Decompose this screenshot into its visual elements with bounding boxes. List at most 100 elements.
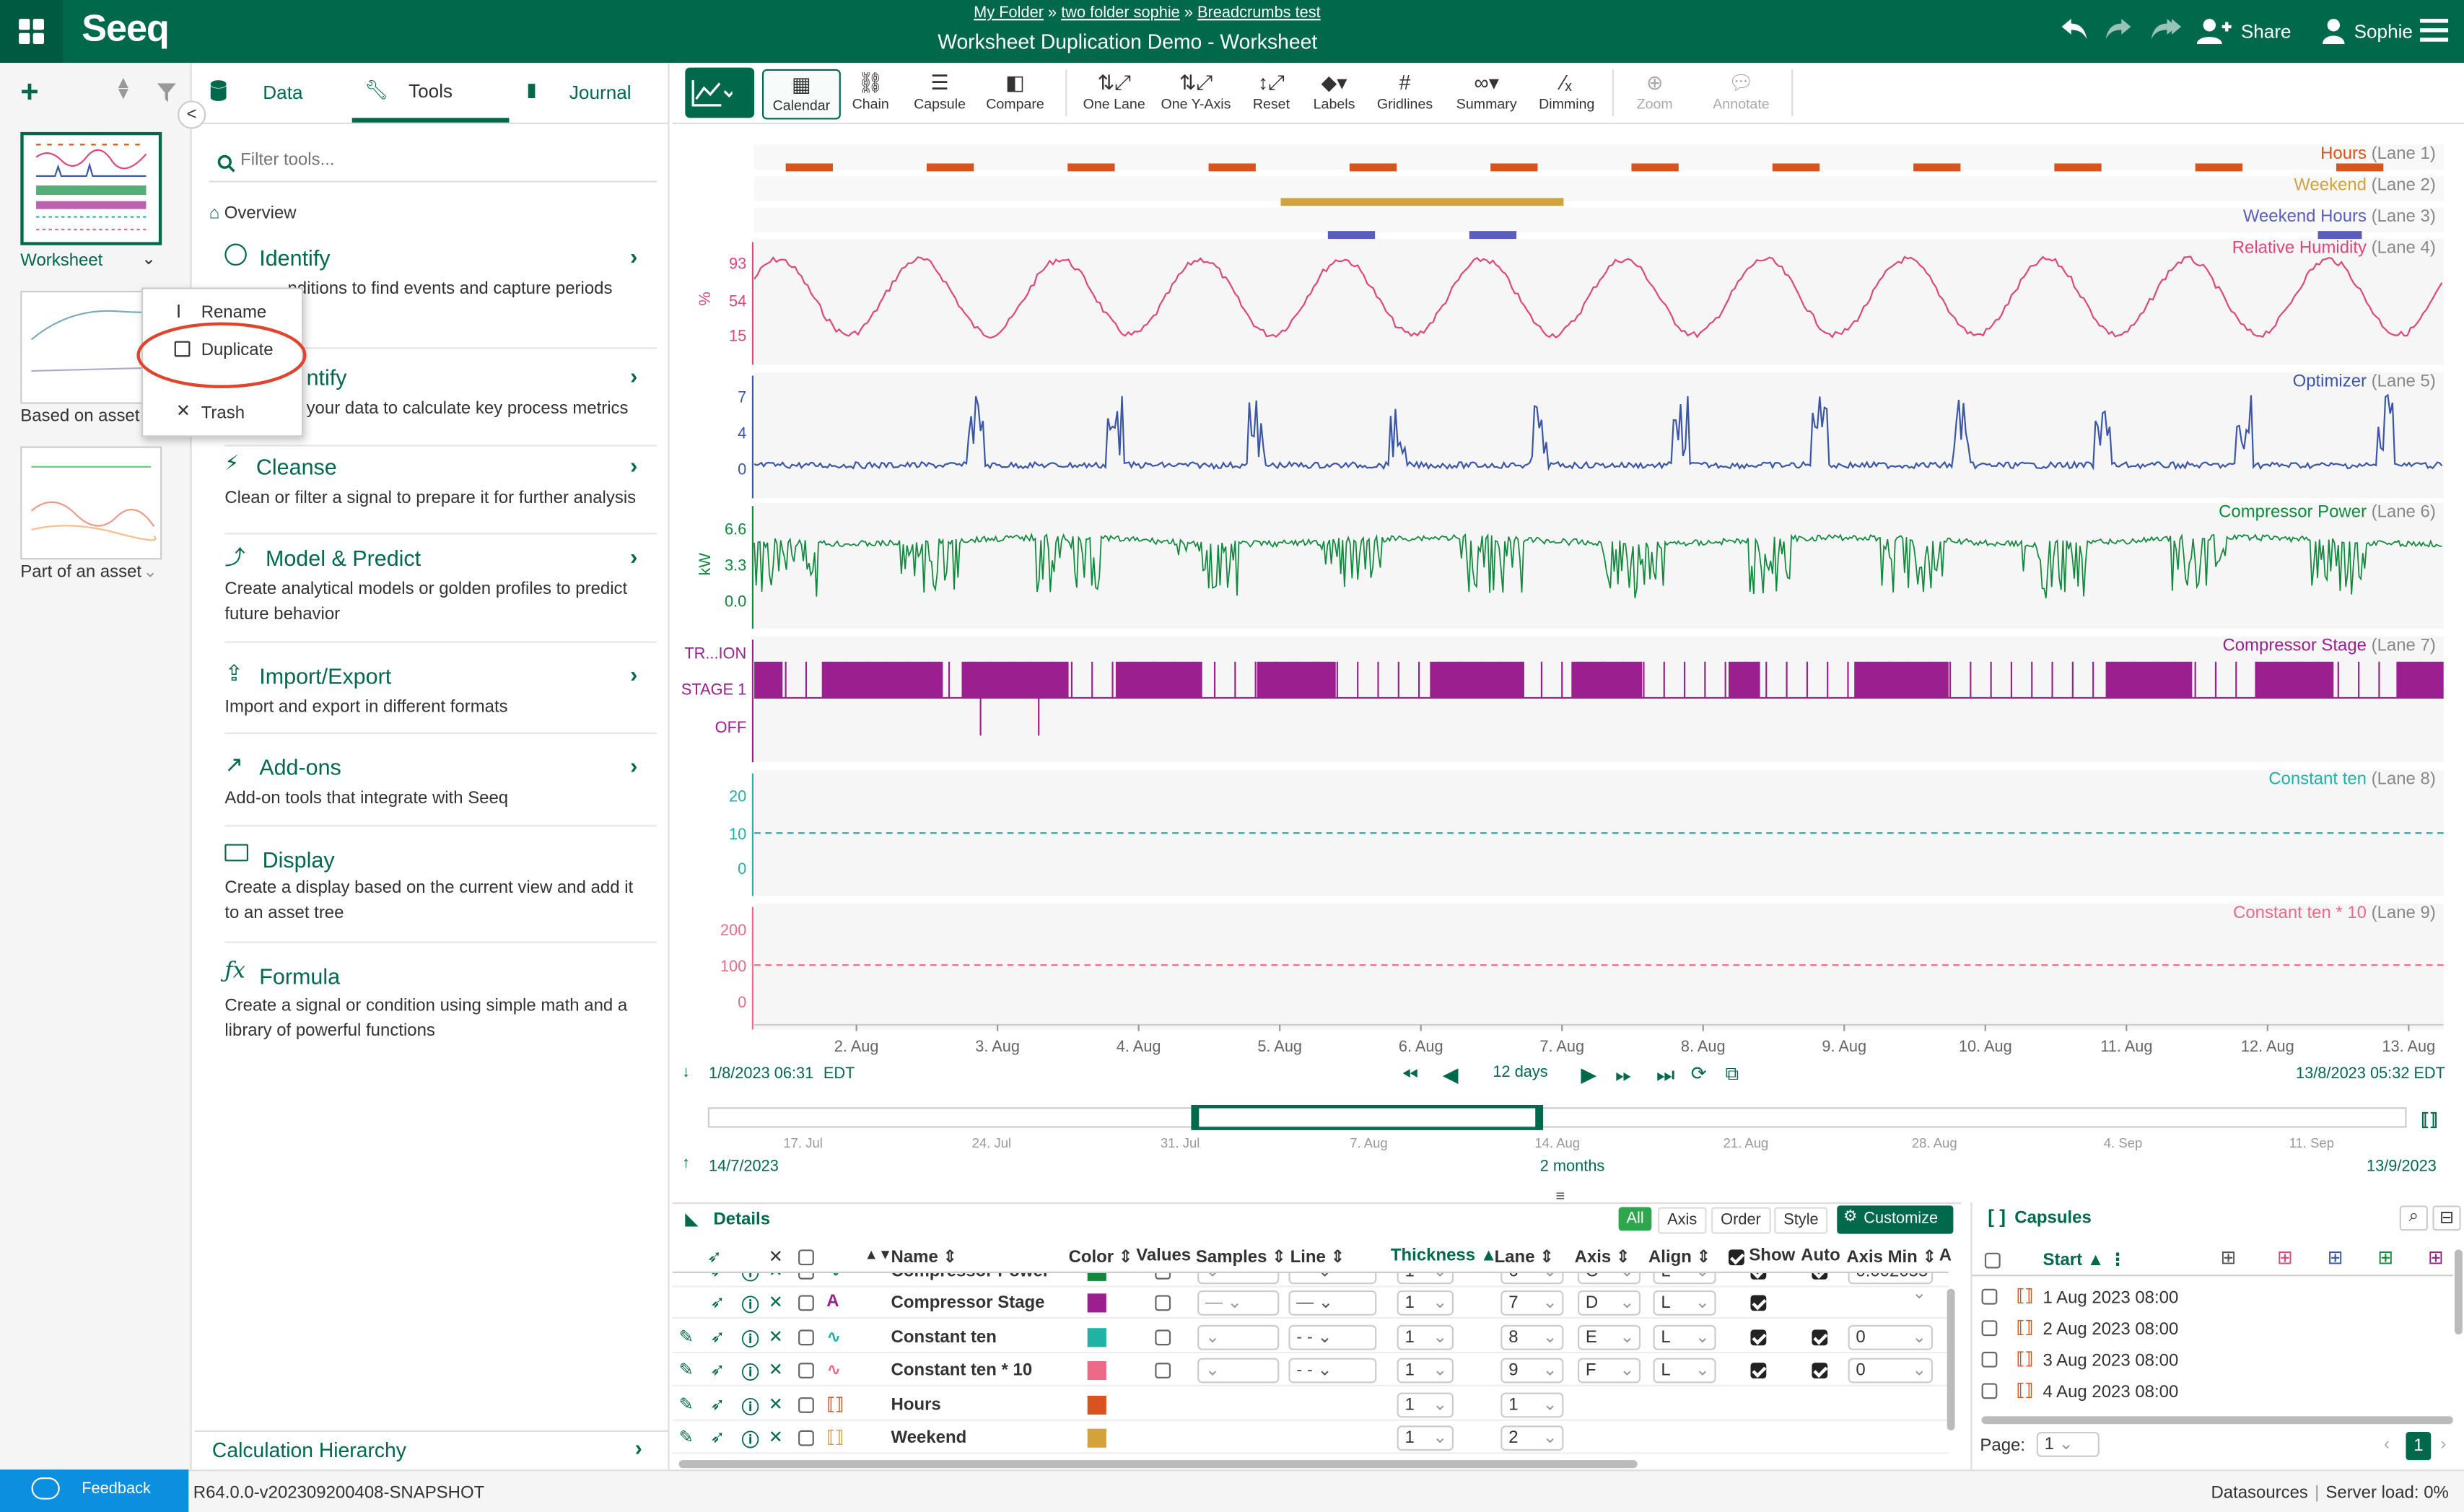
- one-lane-button[interactable]: ⇅⤢ One Lane: [1078, 69, 1150, 120]
- annotate-button[interactable]: 💬︎ Annotate: [1702, 69, 1781, 120]
- zoom-button[interactable]: ⊕ Zoom: [1623, 69, 1686, 120]
- display-end-time[interactable]: 13/8/2023 05:32: [2296, 1065, 2410, 1083]
- remove-icon[interactable]: ✕: [768, 1293, 783, 1313]
- row-samples-select[interactable]: ⌄: [1197, 1358, 1280, 1384]
- row-samples-select[interactable]: — ⌄: [1197, 1290, 1280, 1316]
- row-select-checkbox[interactable]: [798, 1363, 814, 1378]
- rocket-icon[interactable]: ➶: [710, 1328, 725, 1347]
- row-align-select[interactable]: L ⌄: [1653, 1273, 1716, 1285]
- tool-identify[interactable]: Identify › nditions to find events and c…: [224, 242, 657, 349]
- gridlines-button[interactable]: # Gridlines: [1372, 69, 1438, 120]
- step-back-far-icon[interactable]: ⏪︎: [1402, 1062, 1418, 1086]
- seeq-logo[interactable]: Seeq: [82, 7, 170, 51]
- details-horizontal-scrollbar[interactable]: [678, 1460, 1638, 1469]
- redo-icon[interactable]: [2102, 12, 2134, 51]
- row-thickness-select[interactable]: 1 ⌄: [1397, 1392, 1454, 1418]
- row-axis-select[interactable]: C ⌄: [1578, 1273, 1641, 1285]
- row-select-checkbox[interactable]: [798, 1295, 814, 1311]
- worksheet-label-1[interactable]: Worksheet: [20, 251, 103, 271]
- optimizer-line[interactable]: [753, 393, 2443, 471]
- worksheet-label-3[interactable]: Part of an asset: [20, 562, 142, 582]
- row-line-select[interactable]: - - ⌄: [1288, 1324, 1377, 1350]
- breadcrumb-link-3[interactable]: Breadcrumbs test: [1197, 4, 1321, 22]
- feedback-button[interactable]: Feedback: [0, 1469, 189, 1512]
- row-name[interactable]: Weekend: [891, 1428, 967, 1448]
- row-name[interactable]: Constant ten * 10: [891, 1360, 1033, 1381]
- chevron-down-icon[interactable]: ⌄: [141, 250, 157, 269]
- chain-button[interactable]: ⛓︎ Chain: [845, 69, 896, 120]
- row-show-checkbox[interactable]: [1750, 1273, 1767, 1280]
- pencil-icon[interactable]: ✎: [678, 1428, 694, 1448]
- rocket-icon[interactable]: ➶: [710, 1293, 725, 1313]
- row-thickness-select[interactable]: 1 ⌄: [1397, 1425, 1454, 1451]
- trend-chart[interactable]: Hours (Lane 1)Weekend (Lane 2)Weekend Ho…: [673, 126, 2464, 1194]
- row-select-checkbox[interactable]: [798, 1273, 814, 1280]
- capsules-select-all-checkbox[interactable]: [1984, 1252, 2001, 1269]
- capsule-table-icon-5[interactable]: ⊞: [2427, 1246, 2444, 1269]
- zoom-to-range-icon[interactable]: ⟦⟧: [2421, 1110, 2438, 1129]
- row-lane-select[interactable]: 1 ⌄: [1500, 1392, 1564, 1418]
- compressor-stage-block[interactable]: [1430, 661, 1524, 698]
- row-show-checkbox[interactable]: [1750, 1329, 1767, 1346]
- hours-capsule[interactable]: [2336, 163, 2384, 172]
- compressor-stage-block[interactable]: [754, 661, 783, 698]
- capsule-row[interactable]: ⟦⟧ 3 Aug 2023 08:00: [1972, 1345, 2453, 1377]
- capsule-row[interactable]: ⟦⟧ 2 Aug 2023 08:00: [1972, 1314, 2453, 1346]
- rocket-icon[interactable]: ➶: [710, 1360, 725, 1381]
- page-select[interactable]: 1 ⌄: [2036, 1431, 2100, 1457]
- row-samples-select[interactable]: ⌄: [1197, 1324, 1280, 1350]
- row-line-select[interactable]: — ⌄: [1288, 1290, 1377, 1316]
- capsules-zoom-icon[interactable]: ⌕: [2399, 1205, 2428, 1231]
- rocket-icon[interactable]: ➶: [710, 1428, 725, 1448]
- remove-icon[interactable]: ✕: [768, 1395, 783, 1415]
- capsule-row-checkbox[interactable]: [1981, 1351, 1998, 1368]
- tab-data[interactable]: Data: [193, 63, 351, 123]
- row-line-select[interactable]: - - ⌄: [1288, 1358, 1377, 1384]
- values-column-header[interactable]: Values: [1136, 1246, 1192, 1266]
- weekend-hours-capsule[interactable]: [1327, 231, 1376, 240]
- rename-menu-item[interactable]: I Rename: [143, 300, 302, 328]
- overview-handle-right[interactable]: [1535, 1104, 1544, 1130]
- row-axis-select[interactable]: D ⌄: [1578, 1290, 1641, 1316]
- info-icon[interactable]: ⓘ: [741, 1296, 759, 1316]
- info-icon[interactable]: ⓘ: [741, 1431, 759, 1451]
- lane-label[interactable]: Constant ten (Lane 8): [2268, 769, 2436, 789]
- row-axis-min-input[interactable]: 0 ⌄: [1848, 1358, 1934, 1384]
- compressor-stage-block[interactable]: [961, 661, 1069, 698]
- axis-column-header[interactable]: Axis ⇕: [1574, 1248, 1631, 1267]
- row-line-select[interactable]: - - ⌄: [1288, 1273, 1377, 1285]
- chevron-down-icon[interactable]: ⌄: [143, 562, 158, 582]
- row-axis-min-input[interactable]: 0.002055 ⌄: [1848, 1273, 1934, 1303]
- remove-icon[interactable]: ✕: [768, 1328, 783, 1347]
- pencil-icon[interactable]: ✎: [678, 1395, 694, 1415]
- screenshot-icon[interactable]: ⧉: [1725, 1062, 1739, 1085]
- row-color-swatch[interactable]: [1087, 1395, 1106, 1415]
- skip-to-end-icon[interactable]: ⏭︎: [1656, 1062, 1675, 1086]
- row-name[interactable]: Compressor Power: [891, 1273, 1050, 1281]
- compressor-stage-block[interactable]: [821, 661, 943, 698]
- thickness-column-header[interactable]: Thickness ▲: [1390, 1246, 1498, 1266]
- line-column-header[interactable]: Line ⇕: [1290, 1248, 1345, 1267]
- capsule-row[interactable]: ⟦⟧ 4 Aug 2023 08:00: [1972, 1377, 2453, 1409]
- row-auto-checkbox[interactable]: [1812, 1273, 1828, 1280]
- relative-humidity-line[interactable]: [753, 255, 2443, 339]
- calendar-button[interactable]: ▦ Calendar: [761, 69, 841, 120]
- sort-icon[interactable]: ▲ ▼: [114, 74, 132, 104]
- breadcrumb-link-1[interactable]: My Folder: [974, 4, 1044, 22]
- hours-capsule[interactable]: [1913, 163, 1961, 172]
- pencil-icon[interactable]: ✎: [678, 1360, 694, 1381]
- investigate-duration[interactable]: 2 months: [1539, 1158, 1605, 1176]
- capsule-button[interactable]: ☰ Capsule: [908, 69, 971, 120]
- row-color-swatch[interactable]: [1087, 1428, 1106, 1448]
- collapse-panel-button[interactable]: <: [178, 100, 206, 129]
- capsules-minimize-icon[interactable]: ⊟: [2432, 1205, 2461, 1231]
- tab-tools[interactable]: 🔧︎ Tools: [351, 63, 510, 123]
- remove-icon[interactable]: ✕: [769, 1273, 783, 1281]
- row-values-checkbox[interactable]: [1155, 1295, 1171, 1311]
- display-start-time[interactable]: 1/8/2023 06:31: [708, 1065, 814, 1083]
- compressor-stage-block[interactable]: [1729, 661, 1760, 698]
- capsule-table-icon-4[interactable]: ⊞: [2377, 1246, 2394, 1269]
- weekend-hours-capsule[interactable]: [2317, 231, 2362, 240]
- row-samples-select[interactable]: ⌄: [1197, 1273, 1280, 1285]
- capsules-start-header[interactable]: Start ▲ ⋮: [2043, 1251, 2127, 1270]
